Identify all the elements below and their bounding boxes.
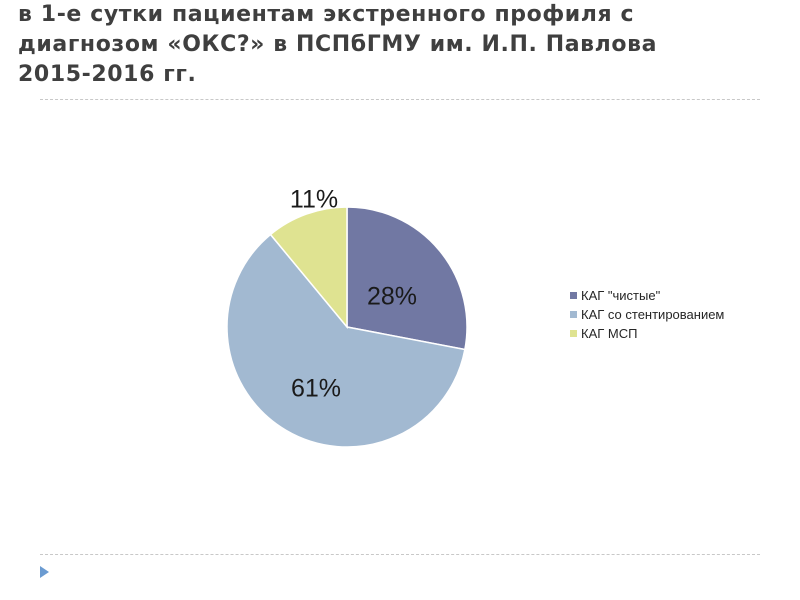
legend-item-kag-stenting: КАГ со стентированием: [570, 306, 750, 323]
top-divider: [40, 99, 760, 100]
next-slide-arrow-icon[interactable]: [40, 566, 49, 578]
chart-legend: КАГ "чистые" КАГ со стентированием КАГ М…: [570, 287, 750, 344]
slice-label-kag-msp: 11%: [290, 186, 338, 214]
title-line-1: в 1-е сутки пациентам экстренного профил…: [18, 2, 635, 27]
legend-label-kag-clean: КАГ "чистые": [581, 288, 661, 303]
pie-slice-kag-clean: [346, 206, 468, 351]
legend-swatch-kag-msp: [570, 330, 577, 337]
legend-swatch-kag-clean: [570, 292, 577, 299]
slide-title: в 1-е сутки пациентам экстренного профил…: [18, 0, 788, 90]
pie-slice-kag-msp: [269, 206, 348, 330]
legend-swatch-kag-stenting: [570, 311, 577, 318]
legend-label-kag-msp: КАГ МСП: [581, 326, 638, 341]
slice-label-kag-clean: 28%: [367, 283, 417, 311]
pie-slice-kag-stenting: [226, 233, 466, 448]
legend-label-kag-stenting: КАГ со стентированием: [581, 307, 725, 322]
bottom-divider: [40, 554, 760, 555]
legend-item-kag-msp: КАГ МСП: [570, 325, 750, 342]
slice-label-kag-stenting: 61%: [291, 375, 341, 403]
title-line-3: 2015-2016 гг.: [18, 62, 197, 87]
title-line-2: диагнозом «ОКС?» в ПСПбГМУ им. И.П. Павл…: [18, 32, 658, 57]
legend-item-kag-clean: КАГ "чистые": [570, 287, 750, 304]
